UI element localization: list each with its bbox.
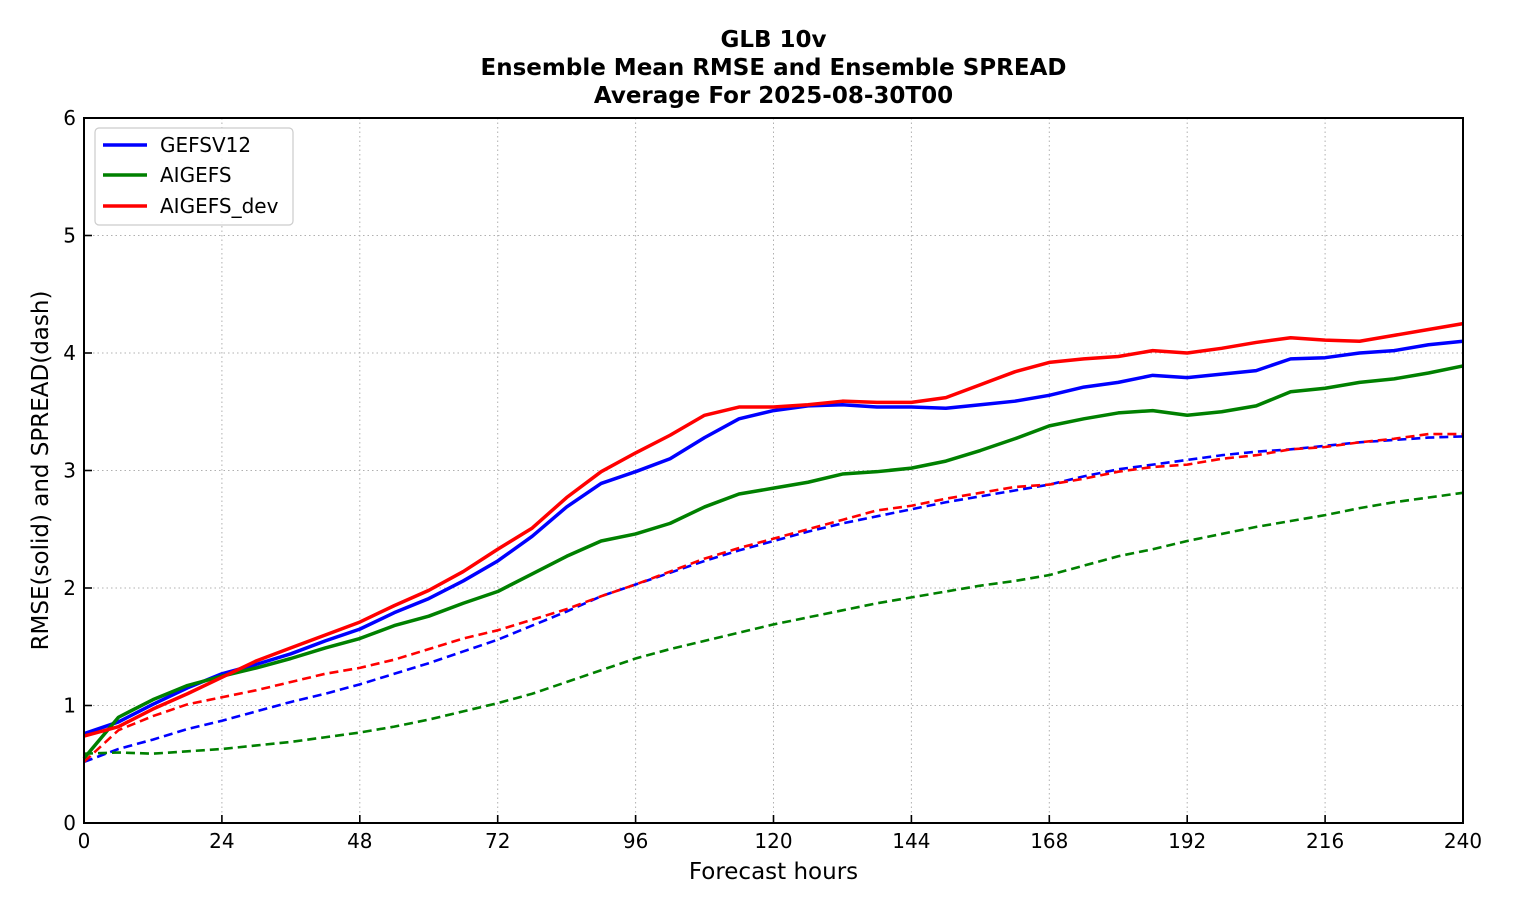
legend-label-aigefs-dev: AIGEFS_dev [160, 194, 279, 218]
x-tick-label: 240 [1444, 829, 1482, 853]
legend-label-gefsv12: GEFSV12 [160, 133, 251, 157]
y-axis-label: RMSE(solid) and SPREAD(dash) [28, 291, 54, 651]
series-line-aigefs-spread [83, 491, 1464, 755]
chart-title: GLB 10v Ensemble Mean RMSE and Ensemble … [84, 26, 1463, 110]
y-tick-label: 5 [63, 224, 76, 248]
legend: GEFSV12 AIGEFS AIGEFS_dev [94, 127, 294, 226]
series-line-aigefs-rmse [82, 364, 1464, 760]
y-tick-label: 4 [63, 341, 76, 365]
y-tick-label: 1 [63, 694, 76, 718]
y-tick-label: 3 [63, 459, 76, 483]
legend-label-aigefs: AIGEFS [160, 163, 232, 187]
x-tick-label: 24 [209, 829, 234, 853]
series-line-aigefs-dev-spread [83, 432, 1463, 763]
series-line-gefsv12-spread [83, 435, 1464, 764]
x-tick-label: 72 [485, 829, 510, 853]
series-layer [82, 321, 1464, 764]
tick-layer: 0 24 48 72 96 120 144 168 192 216 240 0 1 2 3 4 5 6 [63, 106, 1482, 853]
x-tick-label: 216 [1306, 829, 1344, 853]
y-tick-label: 6 [63, 106, 76, 130]
x-tick-label: 168 [1030, 829, 1068, 853]
series-line-gefsv12-rmse [83, 339, 1464, 736]
chart-title-line-3: Average For 2025-08-30T00 [593, 83, 954, 109]
legend-box [94, 127, 294, 226]
x-tick-label: 144 [892, 829, 930, 853]
x-tick-label: 120 [754, 829, 792, 853]
x-tick-label: 0 [78, 829, 91, 853]
series-line-aigefs-dev-rmse [83, 321, 1464, 738]
chart-title-line-2: Ensemble Mean RMSE and Ensemble SPREAD [480, 55, 1067, 81]
x-tick-label: 48 [347, 829, 372, 853]
y-tick-label: 2 [63, 576, 76, 600]
chart-title-line-1: GLB 10v [720, 27, 827, 53]
x-tick-label: 192 [1168, 829, 1206, 853]
y-tick-label: 0 [63, 811, 76, 835]
x-tick-label: 96 [623, 829, 648, 853]
x-axis-label: Forecast hours [689, 859, 858, 885]
